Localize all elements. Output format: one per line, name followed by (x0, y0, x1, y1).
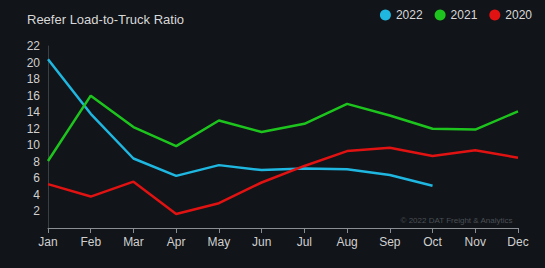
svg-text:10: 10 (27, 138, 41, 152)
svg-text:Jan: Jan (38, 235, 57, 249)
svg-text:© 2022 DAT Freight & Analytics: © 2022 DAT Freight & Analytics (401, 216, 513, 225)
svg-text:Apr: Apr (167, 235, 186, 249)
svg-text:2021: 2021 (451, 8, 478, 22)
svg-text:6: 6 (33, 171, 40, 185)
svg-text:Reefer Load-to-Truck Ratio: Reefer Load-to-Truck Ratio (27, 12, 184, 27)
svg-text:22: 22 (27, 39, 41, 53)
svg-text:Jul: Jul (297, 235, 312, 249)
svg-text:4: 4 (33, 188, 40, 202)
svg-text:Dec: Dec (507, 235, 528, 249)
svg-text:2: 2 (33, 204, 40, 218)
svg-text:2020: 2020 (505, 8, 532, 22)
svg-text:2022: 2022 (396, 8, 423, 22)
svg-text:Sep: Sep (379, 235, 401, 249)
svg-text:8: 8 (33, 155, 40, 169)
svg-text:18: 18 (27, 72, 41, 86)
svg-text:16: 16 (27, 89, 41, 103)
svg-text:Aug: Aug (336, 235, 357, 249)
svg-text:Mar: Mar (123, 235, 144, 249)
svg-text:12: 12 (27, 122, 41, 136)
svg-text:Jun: Jun (252, 235, 271, 249)
svg-text:May: May (208, 235, 231, 249)
svg-text:Nov: Nov (465, 235, 486, 249)
svg-text:20: 20 (27, 56, 41, 70)
svg-text:Oct: Oct (423, 235, 442, 249)
svg-text:14: 14 (27, 105, 41, 119)
svg-text:Feb: Feb (80, 235, 101, 249)
